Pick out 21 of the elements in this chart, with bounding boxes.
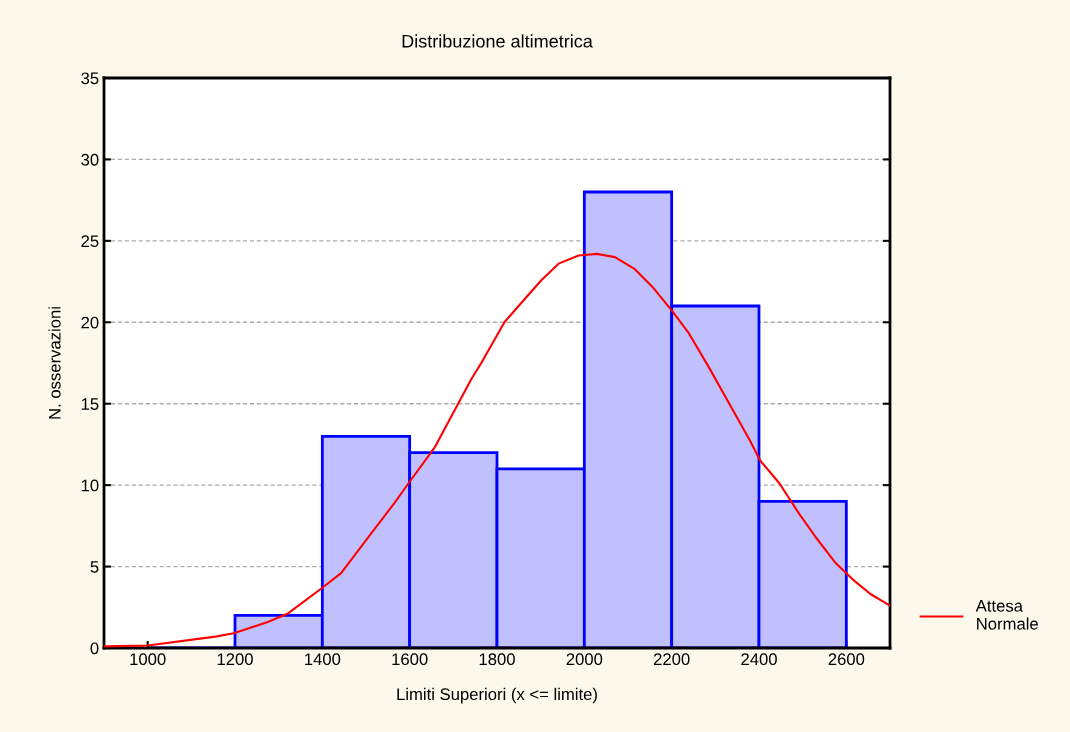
y-tick-label: 35 [81, 72, 99, 85]
y-tick-label: 30 [81, 153, 99, 166]
legend-label: Attesa Normale [975, 600, 1038, 630]
x-tick-label: 1600 [392, 653, 428, 666]
x-tick-label: 2000 [566, 653, 603, 666]
y-tick-label: 5 [90, 561, 99, 573]
x-tick-label: 1400 [305, 653, 341, 666]
y-tick-label: 15 [81, 398, 99, 410]
y-tick-label: 10 [81, 479, 99, 492]
x-axis-title: Limiti Superiori (x <= limite) [397, 687, 597, 704]
x-tick-label: 1200 [217, 653, 253, 666]
chart-title: Distribuzione altimetrica [402, 34, 593, 48]
x-tick-label: 2600 [828, 653, 865, 666]
y-axis-title: N. osservazioni [48, 307, 61, 419]
y-tick-label: 0 [90, 642, 99, 655]
x-tick-label: 2200 [653, 653, 690, 666]
x-tick-label: 1000 [130, 653, 166, 666]
x-tick-label: 1800 [479, 653, 515, 666]
y-tick-label: 25 [81, 235, 99, 248]
x-tick-label: 2400 [741, 653, 777, 666]
y-tick-label: 20 [81, 316, 99, 329]
